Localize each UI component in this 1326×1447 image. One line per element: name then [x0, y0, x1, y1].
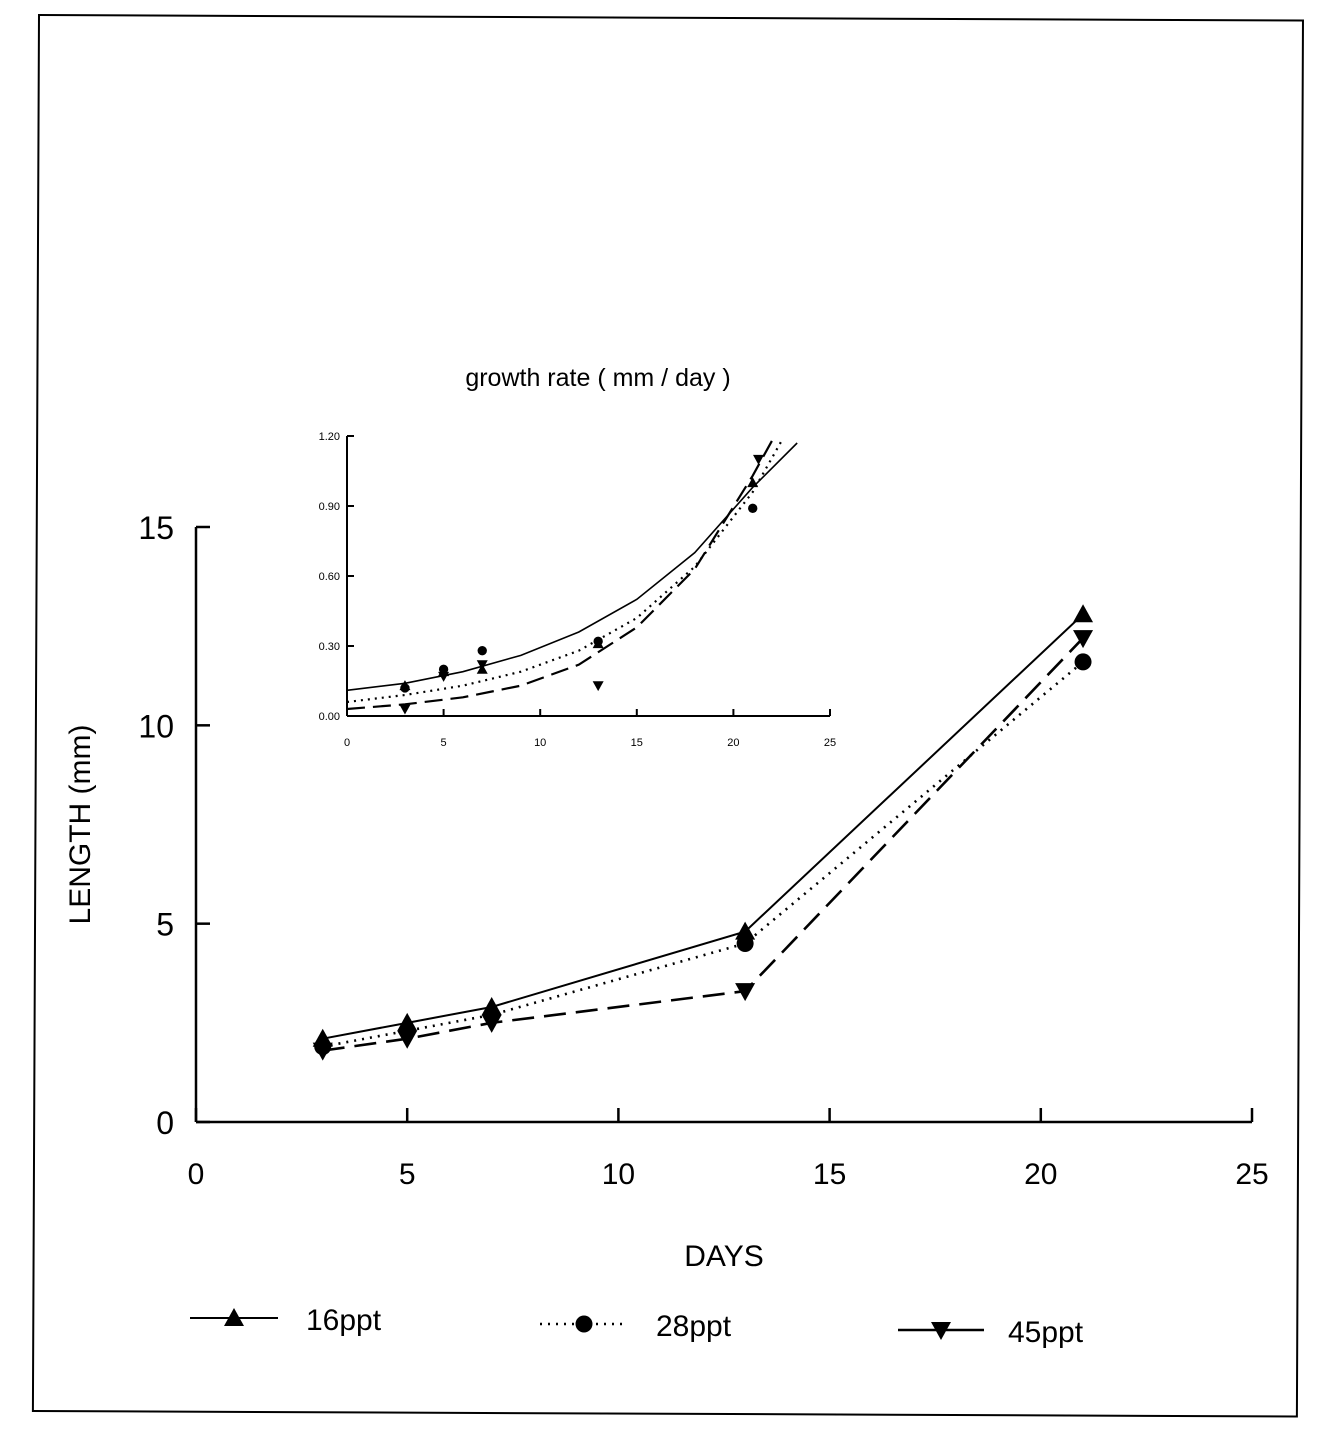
inset-x-tick-label: 0: [344, 737, 350, 749]
main-x-axis-title: DAYS: [684, 1240, 763, 1273]
main-x-tick-label: 10: [602, 1158, 635, 1191]
inset-y-tick-label: 0.60: [319, 571, 340, 583]
inset-x-tick-label: 10: [534, 737, 546, 749]
inset-y-tick-label: 0.90: [319, 501, 340, 513]
inset-data-point-45ppt: [438, 671, 450, 682]
main-series-line-28ppt: [322, 660, 1084, 1048]
inset-fit-curve-45ppt: [346, 440, 774, 711]
main-x-tick-label: 20: [1024, 1158, 1057, 1191]
legend-label-28ppt: 28ppt: [656, 1310, 732, 1343]
main-data-point-16ppt: [1073, 604, 1094, 623]
legend-label-16ppt: 16ppt: [306, 1304, 382, 1337]
legend: 16ppt 28ppt 45ppt: [190, 1304, 1084, 1349]
inset-y-tick-label: 0.00: [319, 711, 340, 723]
main-y-tick-label: 15: [138, 510, 174, 546]
main-data-point-28ppt: [736, 935, 754, 952]
main-data-point-45ppt: [397, 1030, 418, 1049]
inset-data-point-45ppt: [753, 454, 765, 465]
main-data-point-45ppt: [1073, 630, 1094, 649]
main-data-point-45ppt: [735, 983, 756, 1002]
legend-marker-45ppt: [931, 1322, 951, 1340]
legend-label-45ppt: 45ppt: [1008, 1316, 1084, 1349]
inset-data-point-28ppt: [400, 683, 410, 693]
inset-y-tick-label: 0.30: [319, 641, 340, 653]
main-x-tick-label: 5: [399, 1158, 416, 1191]
inset-data-point-45ppt: [592, 681, 604, 692]
inset-x-tick-label: 5: [441, 737, 447, 749]
inset-x-tick-label: 15: [631, 737, 643, 749]
inset-x-tick-label: 20: [727, 737, 739, 749]
inset-fit-curve-16ppt: [346, 442, 798, 692]
main-y-axis-title: LENGTH (mm): [64, 725, 97, 925]
inset-data-point-28ppt: [593, 636, 603, 647]
inset-data-point-16ppt: [747, 477, 759, 488]
main-chart: 0 5 10 15 20 25 0 5 10 15 DAYS LENGTH (mm): [64, 510, 1269, 1273]
inset-y-tick-label: 1.20: [319, 431, 340, 443]
inset-x-tick-label: 25: [824, 737, 836, 749]
inset-data-point-28ppt: [477, 645, 487, 656]
main-x-tick-label: 15: [813, 1158, 846, 1191]
main-data-point-45ppt: [481, 1014, 502, 1033]
legend-marker-16ppt: [224, 1308, 244, 1326]
main-data-point-28ppt: [1074, 653, 1092, 671]
main-x-tick-label: 25: [1235, 1158, 1268, 1191]
inset-data-point-45ppt: [399, 704, 411, 715]
inset-data-point-45ppt: [476, 660, 488, 671]
main-series-line-16ppt: [322, 613, 1084, 1040]
main-data-point-16ppt: [735, 921, 756, 940]
main-y-tick-label: 0: [156, 1105, 174, 1141]
main-y-tick-label: 10: [138, 708, 174, 744]
legend-marker-28ppt: [575, 1315, 593, 1333]
inset-fit-curve-28ppt: [346, 440, 783, 704]
inset-chart: growth rate ( mm / day ) 0 5 10 15 20 25 0.00 0.…: [319, 364, 837, 749]
inset-title: growth rate ( mm / day ): [465, 364, 730, 392]
inset-data-point-28ppt: [748, 503, 758, 514]
main-y-tick-label: 5: [156, 907, 174, 943]
main-data-point-45ppt: [312, 1042, 333, 1061]
inset-data-point-28ppt: [438, 664, 449, 675]
main-x-tick-label: 0: [188, 1158, 205, 1191]
